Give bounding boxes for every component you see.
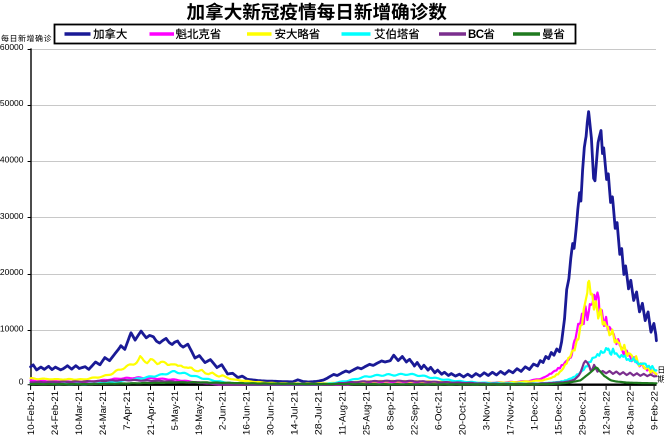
svg-text:26-Jan-22: 26-Jan-22 [625, 391, 636, 435]
svg-text:7-Apr-21: 7-Apr-21 [122, 391, 133, 430]
svg-text:B: B [468, 29, 476, 41]
svg-text:12-Jan-22: 12-Jan-22 [601, 391, 612, 435]
svg-text:24-Mar-21: 24-Mar-21 [98, 391, 109, 435]
svg-text:10-Feb-21: 10-Feb-21 [26, 391, 37, 435]
svg-text:25-Aug-21: 25-Aug-21 [362, 391, 373, 435]
svg-text:5-May-21: 5-May-21 [170, 391, 181, 430]
svg-text:20000: 20000 [0, 267, 24, 277]
svg-text:10000: 10000 [0, 323, 24, 333]
svg-text:22-Sep-21: 22-Sep-21 [410, 391, 421, 435]
svg-text:6-Oct-21: 6-Oct-21 [434, 391, 445, 430]
svg-text:15-Dec-21: 15-Dec-21 [553, 391, 564, 435]
svg-text:19-May-21: 19-May-21 [194, 391, 205, 435]
svg-text:10-Mar-21: 10-Mar-21 [74, 391, 85, 435]
svg-text:8-Sep-21: 8-Sep-21 [386, 391, 397, 430]
svg-text:14-Jul-21: 14-Jul-21 [290, 391, 301, 435]
svg-text:0: 0 [19, 377, 24, 387]
svg-text:3-Nov-21: 3-Nov-21 [482, 391, 493, 430]
svg-text:9-Feb-22: 9-Feb-22 [649, 391, 660, 430]
svg-text:30000: 30000 [0, 211, 24, 221]
svg-text:C: C [476, 29, 484, 41]
svg-text:16-Jun-21: 16-Jun-21 [242, 391, 253, 435]
svg-text:20-Oct-21: 20-Oct-21 [458, 391, 469, 435]
svg-text:17-Nov-21: 17-Nov-21 [506, 391, 517, 435]
svg-text:11-Aug-21: 11-Aug-21 [338, 391, 349, 435]
svg-text:2-Jun-21: 2-Jun-21 [218, 391, 229, 430]
svg-text:1-Dec-21: 1-Dec-21 [530, 391, 541, 430]
svg-text:40000: 40000 [0, 155, 24, 165]
svg-text:29-Dec-21: 29-Dec-21 [577, 391, 588, 435]
svg-text:50000: 50000 [0, 98, 24, 108]
svg-text:24-Feb-21: 24-Feb-21 [50, 391, 61, 435]
svg-text:28-Jul-21: 28-Jul-21 [314, 391, 325, 435]
svg-text:60000: 60000 [0, 42, 24, 52]
svg-text:21-Apr-21: 21-Apr-21 [146, 391, 157, 435]
svg-text:30-Jun-21: 30-Jun-21 [266, 391, 277, 435]
